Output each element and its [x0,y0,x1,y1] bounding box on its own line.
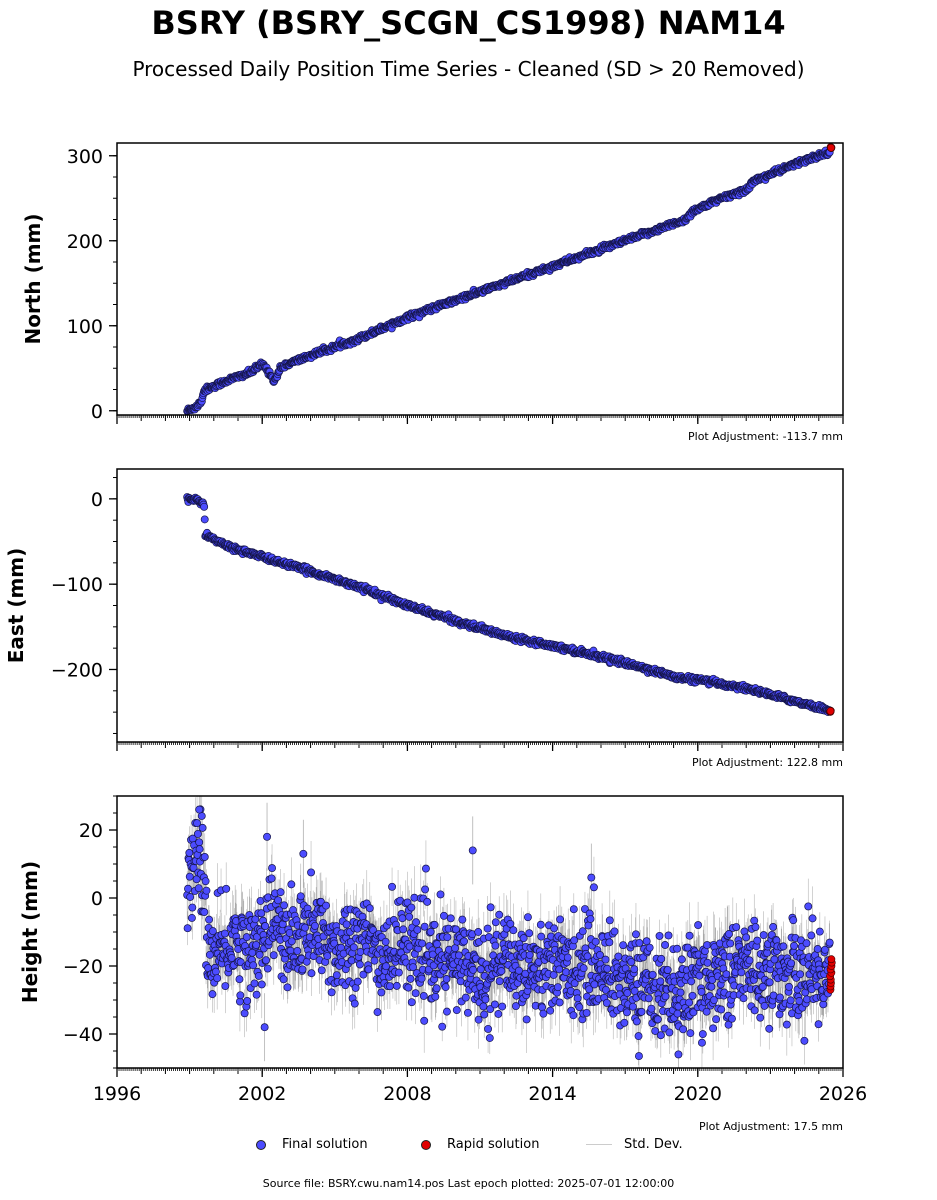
x-axis-ticks [116,742,844,751]
y-tick-label: 0 [91,401,103,423]
chart-title: BSRY (BSRY_SCGN_CS1998) NAM14 [151,4,786,42]
series-final-points [183,493,834,716]
series-final-points [183,146,834,415]
series-rapid [826,706,835,716]
plot-adjustment: Plot Adjustment: -113.7 mm [688,430,843,443]
y-tick-label: 300 [67,146,103,168]
series-rapid [826,143,836,152]
axes-frame [116,468,844,743]
final-point [200,515,209,524]
y-tick-label: 100 [67,316,103,338]
chart-subtitle: Processed Daily Position Time Series - C… [132,57,805,81]
rapid-point [827,143,835,152]
y-axis-ticks: 0 100 200 300 [67,146,117,423]
y-axis-label: North (mm) [21,213,45,344]
series-final [183,146,834,415]
y-tick-label: 200 [67,231,103,253]
axes-frame [116,142,844,416]
panel-1: 0 100 200 300 North (mm) Plot Adjustment: -11… [21,142,844,443]
series-final [183,493,834,716]
rapid-point [826,707,835,715]
x-axis-ticks [116,415,844,424]
final-point [200,502,209,511]
